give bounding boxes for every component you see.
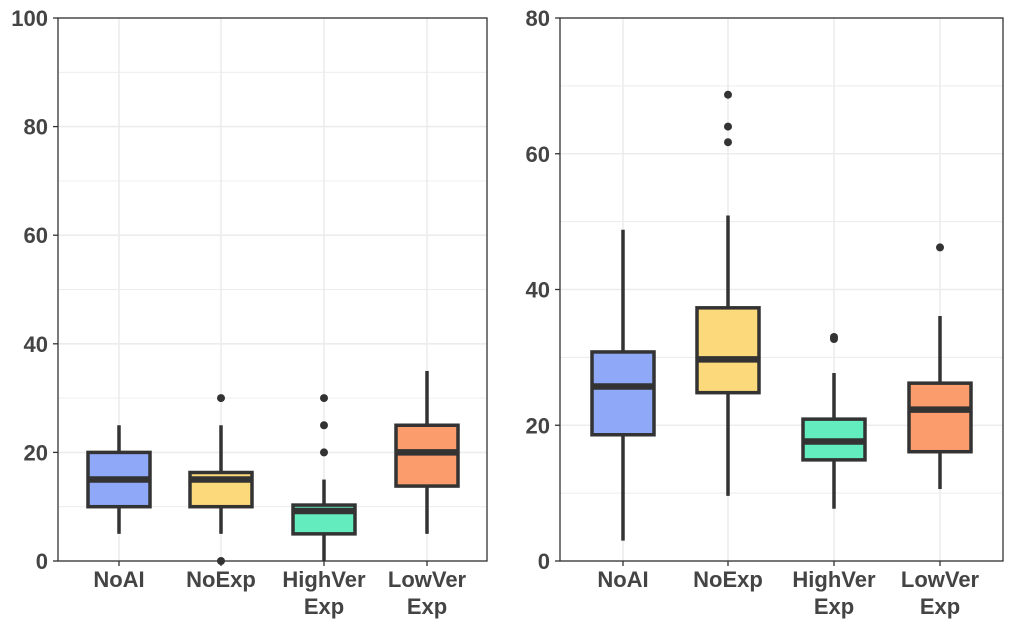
box-2	[695, 90, 761, 496]
outlier-point	[830, 333, 838, 342]
x-category-label: HighVer	[792, 567, 876, 592]
x-category-label: Exp	[304, 594, 344, 619]
iqr-box	[695, 306, 761, 395]
box-1	[590, 229, 656, 541]
iqr-box	[394, 423, 460, 488]
y-tick-label: 20	[24, 440, 48, 465]
x-category-label: LowVer	[901, 567, 980, 592]
box-3	[291, 394, 357, 561]
outlier-point	[724, 138, 732, 147]
x-category-label: Exp	[814, 594, 854, 619]
box-4	[907, 243, 973, 490]
iqr-box	[590, 350, 656, 437]
y-tick-label: 20	[526, 413, 550, 438]
y-tick-label: 0	[36, 549, 48, 574]
x-category-label: Exp	[920, 594, 960, 619]
outlier-point	[724, 90, 732, 99]
iqr-box	[907, 381, 973, 454]
x-category-label: LowVer	[388, 567, 467, 592]
panel-border	[57, 17, 488, 562]
outlier-point	[320, 448, 328, 457]
y-tick-label: 80	[526, 6, 550, 31]
y-tick-label: 60	[24, 223, 48, 248]
outlier-point	[320, 421, 328, 430]
y-tick-label: 100	[11, 6, 48, 31]
x-category-label: NoExp	[693, 567, 763, 592]
y-tick-label: 60	[526, 142, 550, 167]
outlier-point	[936, 243, 944, 252]
outlier-point	[320, 394, 328, 403]
box-3	[801, 333, 867, 509]
x-category-label: NoExp	[186, 567, 256, 592]
x-category-label: Exp	[407, 594, 447, 619]
x-category-label: HighVer	[282, 567, 366, 592]
outlier-point	[217, 394, 225, 403]
box-4	[394, 370, 460, 534]
y-tick-label: 40	[526, 278, 550, 303]
y-tick-label: 80	[24, 115, 48, 140]
outlier-point	[724, 122, 732, 131]
box-1	[86, 425, 152, 534]
y-tick-label: 40	[24, 332, 48, 357]
y-tick-label: 0	[538, 549, 550, 574]
box-2	[188, 394, 254, 565]
x-category-label: NoAI	[597, 567, 648, 592]
x-category-label: NoAI	[93, 567, 144, 592]
